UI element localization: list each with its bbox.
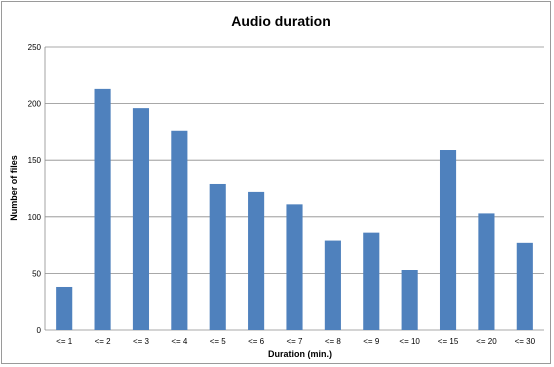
x-tick-label: <= 30 <box>515 337 536 346</box>
bar <box>171 130 188 330</box>
gridlines <box>44 46 544 331</box>
x-tick-label: <= 15 <box>438 337 459 346</box>
x-tick-label: <= 4 <box>171 337 188 346</box>
x-tick-label: <= 10 <box>399 337 420 346</box>
x-tick-label: <= 2 <box>95 337 112 346</box>
y-tick-label: 50 <box>32 269 41 278</box>
y-axis-label: Number of files <box>9 155 19 221</box>
x-tick-label: <= 20 <box>476 337 497 346</box>
y-tick-label: 100 <box>28 213 42 222</box>
bar <box>94 88 111 330</box>
x-axis-label: Duration (min.) <box>268 349 332 359</box>
bar <box>478 213 495 330</box>
bar <box>209 183 226 330</box>
bar <box>56 286 73 330</box>
x-tick-labels: <= 1 <= 2 <= 3 <= 4 <= 5 <= 6 <= 7 <= 8 <= 9 <= 1… <box>56 337 535 346</box>
bar <box>132 108 150 330</box>
x-tick-label: <= 5 <box>210 337 227 346</box>
x-tick-label: <= 3 <box>133 337 150 346</box>
x-tick-label: <= 6 <box>248 337 265 346</box>
bar <box>324 240 341 330</box>
y-tick-labels: 0 50 100 150 200 250 <box>28 43 42 335</box>
x-tick-label: <= 9 <box>363 337 380 346</box>
bar <box>248 191 265 330</box>
bar <box>363 232 380 330</box>
x-tick-label: <= 7 <box>286 337 303 346</box>
bar <box>286 204 303 330</box>
y-tick-label: 150 <box>28 156 42 165</box>
x-tick-label: <= 8 <box>325 337 342 346</box>
y-tick-label: 200 <box>28 100 42 109</box>
bars <box>56 88 533 330</box>
y-tick-label: 250 <box>28 43 42 52</box>
chart-title: Audio duration <box>231 13 331 29</box>
bar <box>401 270 418 330</box>
y-tick-label: 0 <box>37 326 42 335</box>
bar <box>516 242 533 330</box>
x-tick-label: <= 1 <box>56 337 73 346</box>
bar <box>439 150 457 330</box>
